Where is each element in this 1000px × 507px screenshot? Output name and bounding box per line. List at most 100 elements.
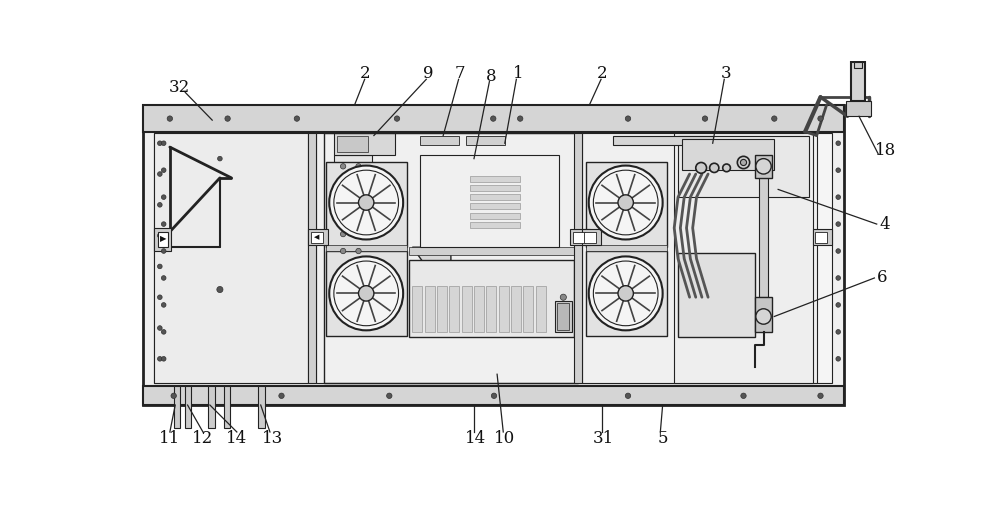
Bar (154, 133, 832, 383)
Circle shape (356, 180, 361, 186)
Bar (154, 228, 171, 251)
Bar (324, 133, 578, 383)
Text: 4: 4 (879, 215, 890, 233)
Circle shape (836, 141, 841, 146)
Circle shape (836, 276, 841, 280)
Bar (674, 133, 813, 383)
Bar (678, 135, 809, 197)
Circle shape (340, 248, 346, 254)
Circle shape (625, 116, 631, 121)
Bar (682, 139, 774, 170)
Circle shape (161, 276, 166, 280)
Circle shape (356, 198, 361, 203)
Circle shape (329, 257, 403, 331)
Bar (437, 285, 447, 332)
Bar (586, 251, 667, 336)
Circle shape (161, 195, 166, 199)
Circle shape (518, 116, 523, 121)
Bar (678, 252, 755, 337)
Circle shape (225, 116, 230, 121)
Bar (326, 251, 407, 336)
Bar (755, 155, 772, 178)
Circle shape (756, 309, 771, 324)
Bar (557, 303, 569, 330)
Circle shape (836, 330, 841, 334)
Circle shape (818, 393, 823, 399)
Bar (308, 133, 316, 383)
Bar (316, 133, 578, 383)
Bar (499, 285, 509, 332)
Bar (326, 245, 407, 251)
Circle shape (161, 141, 166, 146)
Circle shape (359, 195, 374, 210)
Circle shape (618, 285, 633, 301)
Circle shape (394, 116, 400, 121)
Bar (308, 230, 328, 245)
Circle shape (359, 285, 374, 301)
Circle shape (356, 231, 361, 237)
Circle shape (340, 265, 346, 271)
Circle shape (340, 282, 346, 287)
Bar (613, 135, 713, 145)
Circle shape (756, 159, 771, 174)
Circle shape (491, 393, 497, 399)
Bar (154, 133, 308, 383)
Bar (574, 133, 582, 383)
Circle shape (158, 325, 162, 331)
Circle shape (723, 164, 730, 172)
Text: 1: 1 (513, 65, 524, 83)
Circle shape (491, 116, 496, 121)
Circle shape (836, 249, 841, 254)
Text: 10: 10 (494, 429, 515, 447)
Circle shape (158, 202, 162, 207)
Bar (174, 386, 180, 428)
Bar (143, 105, 844, 405)
Circle shape (589, 166, 663, 239)
Bar (813, 230, 832, 245)
Bar (334, 133, 395, 155)
Circle shape (279, 393, 284, 399)
Bar (412, 285, 422, 332)
Bar (470, 175, 520, 182)
Bar (759, 174, 768, 297)
Text: 9: 9 (423, 65, 433, 83)
Bar (555, 301, 572, 332)
Bar (143, 386, 844, 405)
Circle shape (340, 180, 346, 186)
Bar (584, 232, 596, 242)
Circle shape (161, 168, 166, 172)
Circle shape (818, 116, 823, 121)
Bar (326, 162, 407, 247)
Bar (470, 203, 520, 209)
Circle shape (836, 222, 841, 227)
Circle shape (836, 303, 841, 307)
Text: 3: 3 (721, 65, 732, 83)
Circle shape (161, 222, 166, 227)
Circle shape (218, 156, 222, 161)
Circle shape (836, 356, 841, 361)
Circle shape (340, 299, 346, 305)
Circle shape (158, 141, 162, 146)
Text: ◀: ◀ (314, 233, 320, 241)
Circle shape (158, 172, 162, 176)
Bar (420, 135, 459, 145)
Bar (462, 285, 472, 332)
Text: 11: 11 (159, 429, 180, 447)
Circle shape (356, 164, 361, 169)
Bar (846, 101, 871, 116)
Bar (208, 386, 215, 428)
Bar (470, 212, 520, 219)
Circle shape (158, 295, 162, 300)
Bar (425, 285, 435, 332)
Circle shape (356, 282, 361, 287)
Circle shape (329, 166, 403, 239)
Bar (470, 194, 520, 200)
Circle shape (161, 330, 166, 334)
Circle shape (696, 162, 707, 173)
Bar (854, 62, 862, 68)
Text: 6: 6 (877, 270, 887, 286)
Circle shape (340, 198, 346, 203)
Bar (815, 232, 827, 242)
Bar (143, 105, 844, 132)
Text: ▶: ▶ (160, 235, 166, 243)
